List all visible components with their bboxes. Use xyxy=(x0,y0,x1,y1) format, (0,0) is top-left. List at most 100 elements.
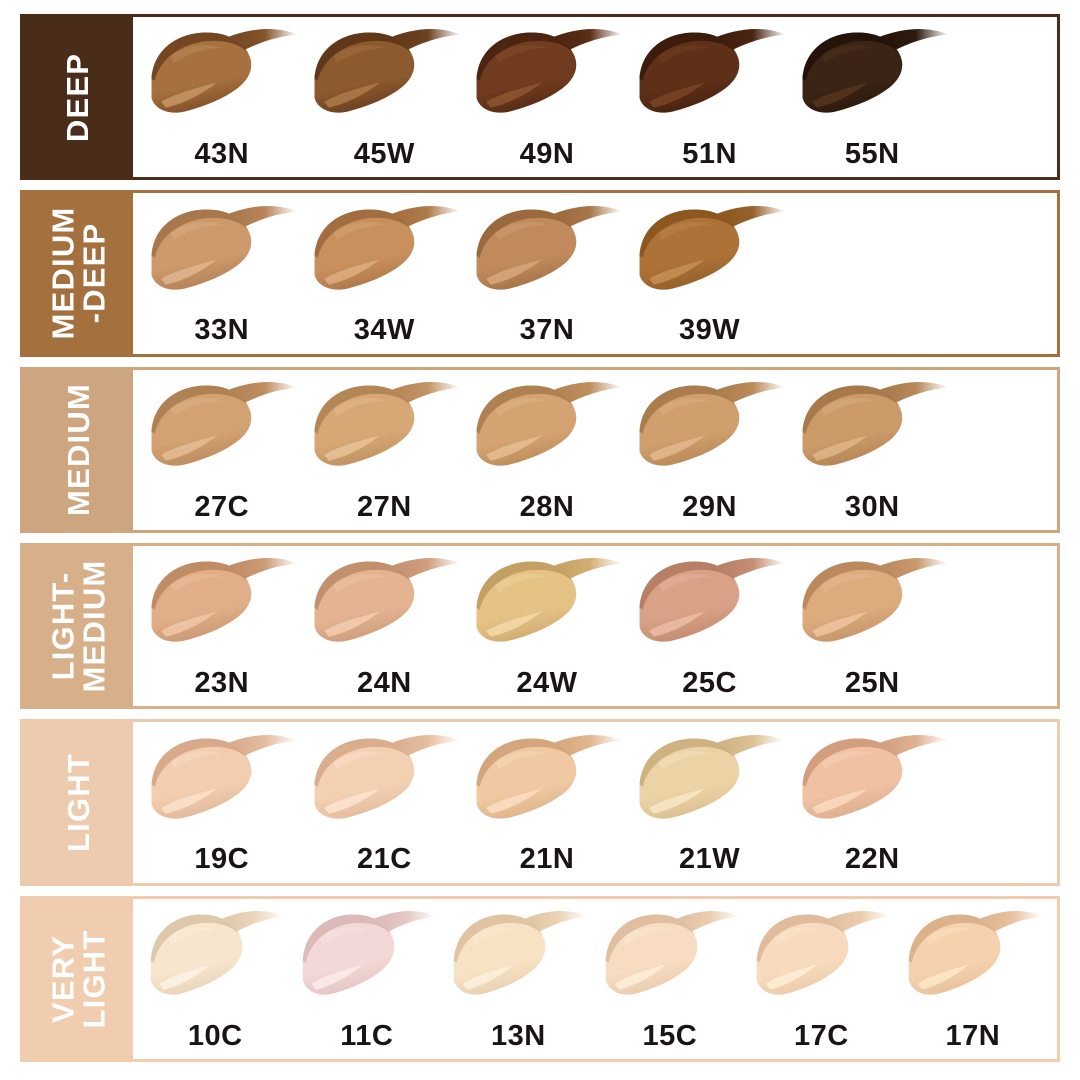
swatch-code-11c: 11C xyxy=(340,1019,394,1052)
swatch-code-51n: 51N xyxy=(682,137,737,170)
swatch-51n[interactable]: 51N xyxy=(630,17,789,177)
shade-row-medium: MEDIUM 27C 27N 28N 29N 30N xyxy=(20,366,1060,533)
swatch-strip-medium: 27C 27N 28N 29N 30N xyxy=(133,369,1057,530)
swatch-28n[interactable]: 28N xyxy=(467,370,626,530)
swatch-17n[interactable]: 17N xyxy=(900,899,1046,1059)
shade-row-very-light: VERY LIGHT 10C 11C 13N 15C 17C 17N xyxy=(20,895,1060,1062)
row-label-medium-deep: MEDIUM -DEEP xyxy=(23,193,133,354)
swatch-smear-11c xyxy=(294,905,440,1011)
swatch-22n[interactable]: 22N xyxy=(793,722,952,882)
swatch-smear-24w xyxy=(467,552,626,658)
swatch-code-13n: 13N xyxy=(490,1019,546,1052)
swatch-33n[interactable]: 33N xyxy=(142,193,301,353)
swatch-smear-21n xyxy=(467,729,626,835)
swatch-code-30n: 30N xyxy=(844,490,900,523)
swatch-smear-34w xyxy=(305,200,464,306)
row-label-text-light: LIGHT xyxy=(60,752,96,852)
swatch-code-10c: 10C xyxy=(187,1019,243,1052)
swatch-25c[interactable]: 25C xyxy=(630,546,789,706)
swatch-code-17n: 17N xyxy=(945,1019,1001,1052)
swatch-34w[interactable]: 34W xyxy=(305,193,464,353)
shade-row-light: LIGHT 19C 21C 21N 21W 22N xyxy=(20,719,1060,886)
swatch-smear-30n xyxy=(793,376,952,482)
row-label-text-light-medium: LIGHT- MEDIUM xyxy=(45,559,112,693)
swatch-29n[interactable]: 29N xyxy=(630,370,789,530)
swatch-code-21c: 21C xyxy=(356,843,412,876)
swatch-smear-22n xyxy=(793,729,952,835)
shade-row-medium-deep: MEDIUM -DEEP 33N 34W 37N 39W xyxy=(20,190,1060,357)
swatch-code-15c: 15C xyxy=(642,1019,698,1052)
swatch-23n[interactable]: 23N xyxy=(142,546,301,706)
swatch-21n[interactable]: 21N xyxy=(467,722,626,882)
swatch-code-33n: 33N xyxy=(194,314,250,347)
swatch-smear-21c xyxy=(305,729,464,835)
swatch-smear-24n xyxy=(305,552,464,658)
swatch-30n[interactable]: 30N xyxy=(793,370,952,530)
row-label-light-medium: LIGHT- MEDIUM xyxy=(23,545,133,707)
swatch-code-24n: 24N xyxy=(356,666,412,699)
swatch-21c[interactable]: 21C xyxy=(305,722,464,882)
swatch-45w[interactable]: 45W xyxy=(305,17,464,177)
swatch-code-43n: 43N xyxy=(194,137,250,170)
swatch-27n[interactable]: 27N xyxy=(305,370,464,530)
swatch-smear-27n xyxy=(305,376,464,482)
swatch-15c[interactable]: 15C xyxy=(597,899,743,1059)
swatch-smear-17n xyxy=(900,905,1046,1011)
swatch-25n[interactable]: 25N xyxy=(793,546,952,706)
swatch-smear-45w xyxy=(305,23,464,129)
swatch-code-27c: 27C xyxy=(194,490,250,523)
swatch-37n[interactable]: 37N xyxy=(467,193,626,353)
swatch-55n[interactable]: 55N xyxy=(793,17,952,177)
swatch-code-24w: 24W xyxy=(516,666,578,699)
row-label-text-medium: MEDIUM xyxy=(60,383,96,517)
swatch-smear-21w xyxy=(630,729,789,835)
swatch-13n[interactable]: 13N xyxy=(445,899,591,1059)
swatch-27c[interactable]: 27C xyxy=(142,370,301,530)
swatch-39w[interactable]: 39W xyxy=(630,193,789,353)
swatch-code-22n: 22N xyxy=(844,843,900,876)
swatch-smear-43n xyxy=(142,23,301,129)
swatch-smear-28n xyxy=(467,376,626,482)
swatch-code-28n: 28N xyxy=(519,490,575,523)
swatch-smear-37n xyxy=(467,200,626,306)
swatch-10c[interactable]: 10C xyxy=(142,899,288,1059)
swatch-code-29n: 29N xyxy=(682,490,737,523)
swatch-smear-39w xyxy=(630,200,789,306)
swatch-smear-29n xyxy=(630,376,789,482)
swatch-24n[interactable]: 24N xyxy=(305,546,464,706)
swatch-smear-33n xyxy=(142,200,301,306)
swatch-21w[interactable]: 21W xyxy=(630,722,789,882)
swatch-code-21w: 21W xyxy=(679,843,741,876)
swatch-code-25c: 25C xyxy=(682,666,737,699)
swatch-code-21n: 21N xyxy=(519,843,575,876)
swatch-strip-light-medium: 23N 24N 24W 25C 25N xyxy=(133,545,1057,707)
swatch-24w[interactable]: 24W xyxy=(467,546,626,706)
swatch-smear-25c xyxy=(630,552,789,658)
swatch-strip-very-light: 10C 11C 13N 15C 17C 17N xyxy=(133,898,1057,1059)
swatch-code-49n: 49N xyxy=(519,137,575,170)
row-label-text-medium-deep: MEDIUM -DEEP xyxy=(45,207,112,340)
swatch-49n[interactable]: 49N xyxy=(467,17,626,177)
swatch-smear-27c xyxy=(142,376,301,482)
swatch-smear-25n xyxy=(793,552,952,658)
swatch-smear-19c xyxy=(142,729,301,835)
swatch-code-39w: 39W xyxy=(679,314,741,347)
swatch-code-23n: 23N xyxy=(194,666,250,699)
swatch-19c[interactable]: 19C xyxy=(142,722,301,882)
swatch-smear-13n xyxy=(445,905,591,1011)
swatch-smear-15c xyxy=(597,905,743,1011)
swatch-11c[interactable]: 11C xyxy=(294,899,440,1059)
swatch-smear-55n xyxy=(793,23,952,129)
swatch-code-19c: 19C xyxy=(194,843,250,876)
swatch-code-37n: 37N xyxy=(519,314,575,347)
swatch-code-25n: 25N xyxy=(844,666,900,699)
swatch-code-17c: 17C xyxy=(794,1019,849,1052)
swatch-strip-medium-deep: 33N 34W 37N 39W xyxy=(133,193,1057,354)
row-label-deep: DEEP xyxy=(23,17,133,178)
swatch-code-45w: 45W xyxy=(353,137,415,170)
swatch-smear-23n xyxy=(142,552,301,658)
swatch-code-55n: 55N xyxy=(844,137,900,170)
swatch-43n[interactable]: 43N xyxy=(142,17,301,177)
swatch-17c[interactable]: 17C xyxy=(748,899,894,1059)
